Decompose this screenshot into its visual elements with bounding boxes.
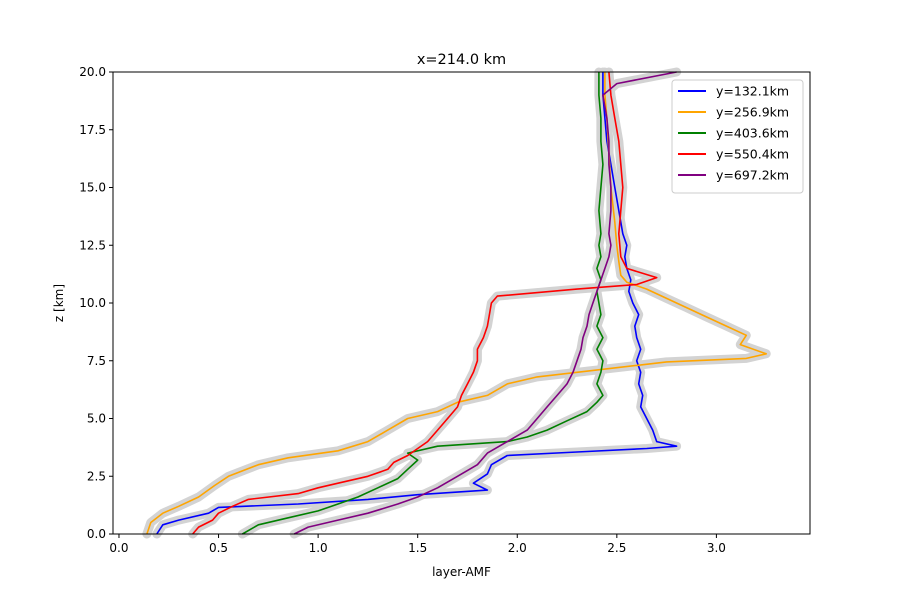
y-axis-ticks: 0.0 2.5 5.0 7.5 10.0 12.5 15.0 17.5 20.0 xyxy=(79,65,113,541)
legend-entry-label: y=132.1km xyxy=(716,84,789,99)
series-line-2 xyxy=(146,72,767,535)
series-line-3 xyxy=(242,72,604,535)
x-tick-label: 0.0 xyxy=(109,541,128,555)
y-tick-label: 2.5 xyxy=(87,469,106,483)
y-tick-label: 20.0 xyxy=(79,65,106,79)
legend-entry-label: y=403.6km xyxy=(716,126,789,141)
x-tick-label: 1.0 xyxy=(309,541,328,555)
x-tick-label: 2.0 xyxy=(508,541,527,555)
x-tick-label: 2.5 xyxy=(607,541,626,555)
y-axis-label: z [km] xyxy=(52,284,66,322)
y-tick-label: 7.5 xyxy=(87,354,106,368)
legend-entry-label: y=550.4km xyxy=(716,147,789,162)
legend-entry-label: y=697.2km xyxy=(716,168,789,183)
series-line-4 xyxy=(192,71,658,535)
x-axis-ticks: 0.0 0.5 1.0 1.5 2.0 2.5 3.0 xyxy=(109,534,726,555)
legend: y=132.1km y=256.9km y=403.6km y=550.4km y=69… xyxy=(671,79,804,194)
y-tick-label: 15.0 xyxy=(79,181,106,195)
y-tick-label: 5.0 xyxy=(87,412,106,426)
x-axis-label: layer-AMF xyxy=(432,565,491,579)
y-tick-label: 17.5 xyxy=(79,123,106,137)
y-tick-label: 10.0 xyxy=(79,296,106,310)
chart-title: x=214.0 km xyxy=(417,52,506,68)
x-tick-label: 1.5 xyxy=(408,541,427,555)
y-tick-label: 0.0 xyxy=(87,527,106,541)
series-line-5 xyxy=(293,71,677,535)
x-tick-label: 0.5 xyxy=(209,541,228,555)
y-tick-label: 12.5 xyxy=(79,238,106,252)
x-tick-label: 3.0 xyxy=(707,541,726,555)
legend-entry-label: y=256.9km xyxy=(716,105,789,120)
series-line-1 xyxy=(156,72,678,535)
series-lines xyxy=(146,71,767,535)
legend-box xyxy=(671,79,804,194)
